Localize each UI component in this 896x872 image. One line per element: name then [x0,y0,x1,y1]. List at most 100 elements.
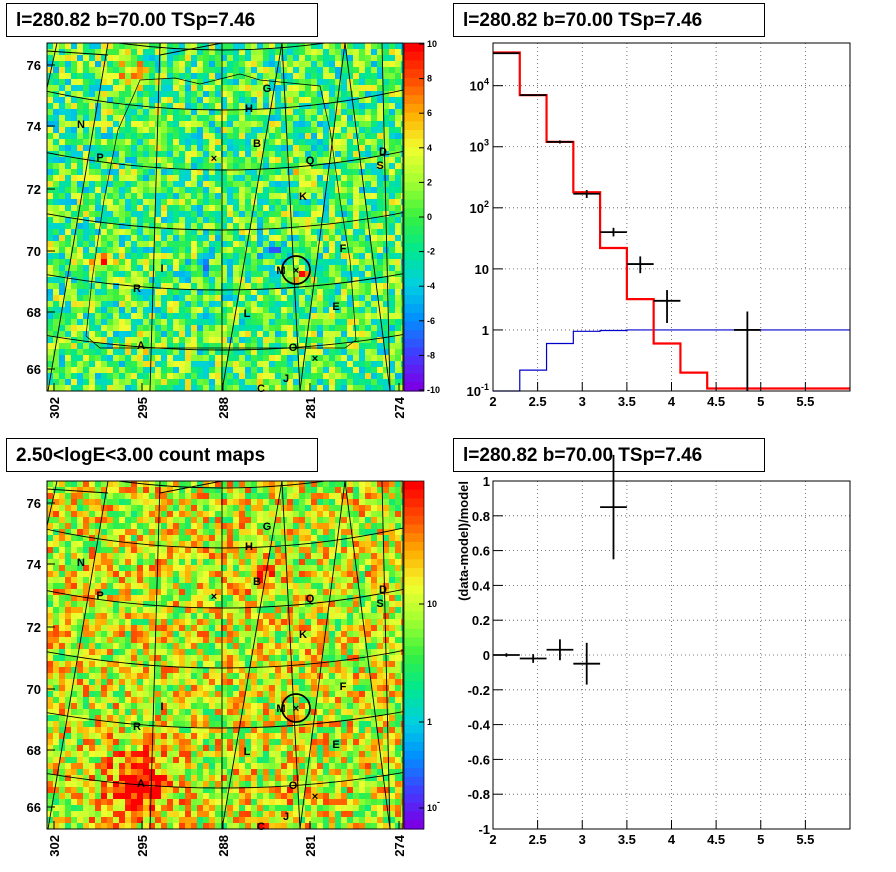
heatmap-cell [161,517,168,524]
heatmap-cell [293,103,300,110]
heatmap-cell [155,235,162,242]
heatmap-cell [203,343,210,350]
heatmap-cell [185,571,192,578]
heatmap-cell [287,313,294,320]
heatmap-cell [173,79,180,86]
heatmap-cell [311,559,318,566]
heatmap-cell [143,301,150,308]
heatmap-cell [89,361,96,368]
heatmap-cell [53,301,60,308]
heatmap-cell [395,313,402,320]
heatmap-cell [251,127,258,134]
heatmap-cell [329,49,336,56]
heatmap-cell [71,205,78,212]
heatmap-cell [299,211,306,218]
heatmap-cell [95,55,102,62]
heatmap-cell [143,505,150,512]
heatmap-cell [131,607,138,614]
heatmap-cell [167,601,174,608]
heatmap-cell [215,511,222,518]
heatmap-cell [89,355,96,362]
heatmap-cell [311,217,318,224]
heatmap-cell [401,313,403,320]
heatmap-cell [131,73,138,80]
heatmap-cell [341,607,348,614]
heatmap-cell [389,319,396,326]
heatmap-cell [95,571,102,578]
heatmap-cell [179,343,186,350]
heatmap-cell [107,289,114,296]
heatmap-cell [125,127,132,134]
heatmap-cell [251,115,258,122]
heatmap-cell [137,73,144,80]
heatmap-cell [47,355,54,362]
heatmap-cell [221,301,228,308]
heatmap-cell [263,541,270,548]
heatmap-cell [77,169,84,176]
heatmap-cell [149,487,156,494]
heatmap-cell [131,85,138,92]
heatmap-cell [203,259,210,266]
heatmap-cell [185,319,192,326]
heatmap-cell [245,187,252,194]
heatmap-cell [221,589,228,596]
heatmap-cell [305,79,312,86]
heatmap-cell [191,283,198,290]
heatmap-cell [251,91,258,98]
heatmap-cell [101,301,108,308]
heatmap-cell [125,211,132,218]
heatmap-cell [155,373,162,380]
heatmap-cell [263,121,270,128]
heatmap-cell [287,169,294,176]
heatmap-cell [341,535,348,542]
heatmap-cell [59,109,66,116]
heatmap-cell [263,205,270,212]
heatmap-cell [47,385,54,391]
heatmap-cell [125,133,132,140]
heatmap-cell [119,139,126,146]
heatmap-cell [239,229,246,236]
heatmap-cell [125,325,132,332]
heatmap-cell [239,85,246,92]
colorbar-segment [404,347,424,357]
heatmap-cell [119,97,126,104]
heatmap-cell [395,277,402,284]
colorbar-tick-label: -8 [427,350,435,360]
heatmap-cell [383,175,390,182]
heatmap-cell [269,247,276,254]
heatmap-cell [341,337,348,344]
heatmap-cell [95,553,102,560]
heatmap-cell [185,565,192,572]
heatmap-cell [299,241,306,248]
heatmap-cell [251,511,258,518]
heatmap-cell [131,67,138,74]
heatmap-cell [383,73,390,80]
heatmap-cell [401,145,403,152]
heatmap-cell [257,343,264,350]
heatmap-cell [287,265,294,272]
heatmap-cell [233,565,240,572]
heatmap-cell [53,283,60,290]
heatmap-cell [161,139,168,146]
heatmap-cell [185,97,192,104]
heatmap-cell [395,349,402,356]
heatmap-cell [197,325,204,332]
source-label-E: E [332,301,339,313]
heatmap-cell [335,589,342,596]
heatmap-cell [383,43,390,50]
heatmap-cell [251,217,258,224]
heatmap-cell [251,535,258,542]
heatmap-cell [359,235,366,242]
heatmap-cell [293,55,300,62]
heatmap-cell [395,493,402,500]
heatmap-cell [119,349,126,356]
heatmap-cell [239,43,246,50]
heatmap-cell [71,307,78,314]
heatmap-cell [125,493,132,500]
heatmap-cell [269,289,276,296]
heatmap-cell [137,55,144,62]
heatmap-cell [53,127,60,134]
colorbar-segment [404,173,424,183]
heatmap-cell [323,133,330,140]
longitude-line [149,43,161,391]
